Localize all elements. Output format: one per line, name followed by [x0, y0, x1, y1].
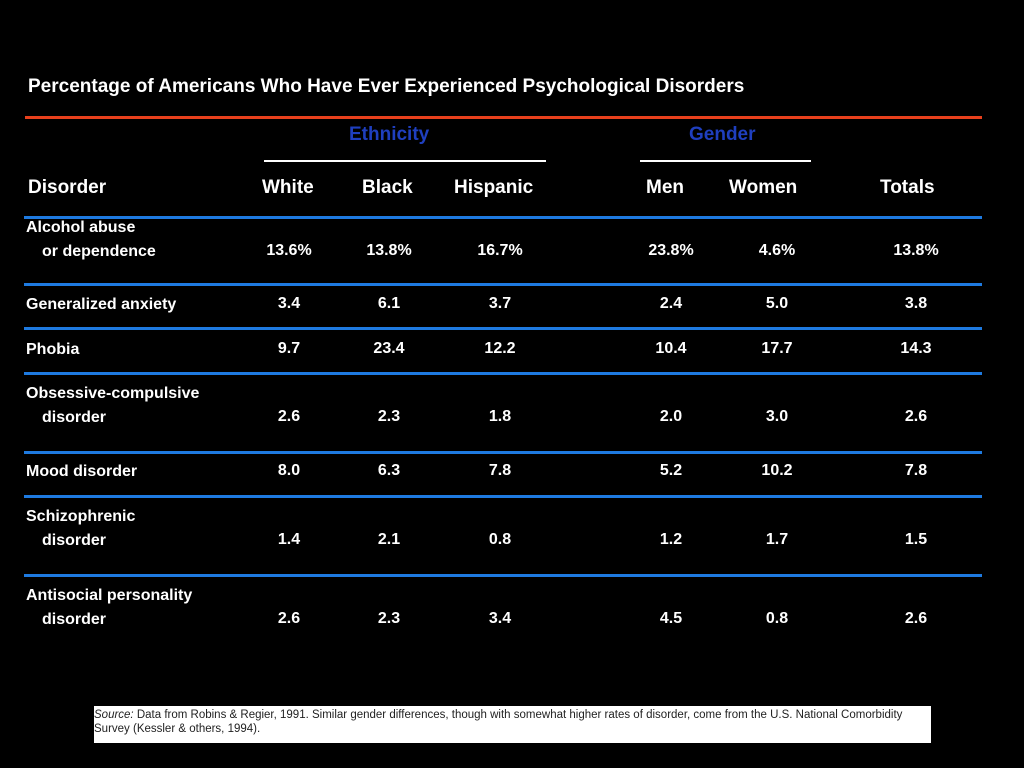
disorder-label-line1: Antisocial personality [26, 587, 193, 604]
table-cell-white: 9.7 [277, 340, 301, 357]
table-cell-women: 5.0 [765, 295, 789, 312]
disorder-label-line2: disorder [42, 409, 107, 426]
table-cell-black: 2.1 [377, 531, 401, 548]
source-note: Source: Data from Robins & Regier, 1991.… [94, 706, 931, 743]
table-cell-women: 3.0 [765, 408, 789, 425]
disorder-label: Alcohol abuse or dependence [26, 216, 156, 264]
row-rule [24, 327, 982, 330]
table-cell-women: 0.8 [765, 610, 789, 627]
column-header-white: White [262, 177, 314, 198]
table-cell-men: 10.4 [655, 340, 687, 357]
table-cell-men: 5.2 [659, 462, 683, 479]
table-cell-totals: 1.5 [904, 531, 928, 548]
table-cell-black: 6.1 [377, 295, 401, 312]
row-rule [24, 283, 982, 286]
table-cell-hispanic: 16.7% [477, 242, 523, 259]
table-cell-women: 17.7 [761, 340, 793, 357]
table-cell-totals: 3.8 [904, 295, 928, 312]
column-header-hispanic: Hispanic [454, 177, 534, 198]
table-cell-totals: 13.8% [893, 242, 939, 259]
table-cell-hispanic: 3.4 [488, 610, 512, 627]
table-cell-men: 2.4 [659, 295, 683, 312]
chart-title: Percentage of Americans Who Have Ever Ex… [28, 76, 745, 97]
table-cell-totals: 14.3 [900, 340, 932, 357]
table-cell-totals: 2.6 [904, 610, 928, 627]
group-label-gender: Gender [689, 124, 756, 145]
group-underline-ethnicity [264, 160, 546, 162]
column-header-totals: Totals [880, 177, 935, 198]
disorder-label: Antisocial personality disorder [26, 584, 192, 632]
table-cell-women: 1.7 [765, 531, 789, 548]
disorder-label-line1: Schizophrenic [26, 508, 136, 525]
table-cell-white: 1.4 [277, 531, 301, 548]
table-cell-black: 23.4 [373, 340, 405, 357]
table-cell-men: 4.5 [659, 610, 683, 627]
table-cell-hispanic: 12.2 [484, 340, 516, 357]
title-rule [25, 116, 982, 119]
table-cell-hispanic: 0.8 [488, 531, 512, 548]
table-cell-women: 4.6% [758, 242, 796, 259]
table-cell-men: 2.0 [659, 408, 683, 425]
row-rule [24, 372, 982, 375]
table-cell-black: 2.3 [377, 408, 401, 425]
row-rule [24, 495, 982, 498]
disorder-label: Mood disorder [26, 460, 137, 484]
table-cell-white: 2.6 [277, 408, 301, 425]
column-header-men: Men [646, 177, 684, 198]
table-cell-white: 2.6 [277, 610, 301, 627]
disorder-label-line1: Mood disorder [26, 463, 138, 480]
disorder-label-line1: Obsessive-compulsive [26, 385, 200, 402]
table-cell-hispanic: 7.8 [488, 462, 512, 479]
row-rule [24, 216, 982, 219]
column-header-black: Black [362, 177, 413, 198]
table-cell-white: 3.4 [277, 295, 301, 312]
disorder-label-line1: Generalized anxiety [26, 296, 177, 313]
disorder-label: Phobia [26, 338, 79, 362]
disorder-label-line2: or dependence [42, 243, 156, 260]
column-header-women: Women [729, 177, 798, 198]
table-cell-hispanic: 3.7 [488, 295, 512, 312]
table-cell-hispanic: 1.8 [488, 408, 512, 425]
source-prefix: Source: [94, 709, 134, 721]
table-cell-black: 6.3 [377, 462, 401, 479]
table-cell-totals: 2.6 [904, 408, 928, 425]
source-text: Data from Robins & Regier, 1991. Similar… [94, 709, 903, 735]
disorder-label: Schizophrenic disorder [26, 505, 135, 553]
table-cell-totals: 7.8 [904, 462, 928, 479]
table-cell-black: 2.3 [377, 610, 401, 627]
disorder-label-line2: disorder [42, 532, 107, 549]
group-label-ethnicity: Ethnicity [349, 124, 430, 145]
disorder-label: Obsessive-compulsive disorder [26, 382, 199, 430]
column-header-disorder: Disorder [28, 177, 107, 198]
disorder-label-line1: Phobia [26, 341, 80, 358]
disorder-label-line1: Alcohol abuse [26, 219, 136, 236]
table-cell-white: 8.0 [277, 462, 301, 479]
group-underline-gender [640, 160, 811, 162]
disorder-label: Generalized anxiety [26, 293, 176, 317]
disorder-label-line2: disorder [42, 611, 107, 628]
table-cell-black: 13.8% [366, 242, 412, 259]
table-cell-men: 23.8% [648, 242, 694, 259]
table-cell-women: 10.2 [761, 462, 793, 479]
row-rule [24, 451, 982, 454]
table-cell-men: 1.2 [659, 531, 683, 548]
table-cell-white: 13.6% [266, 242, 312, 259]
row-rule [24, 574, 982, 577]
